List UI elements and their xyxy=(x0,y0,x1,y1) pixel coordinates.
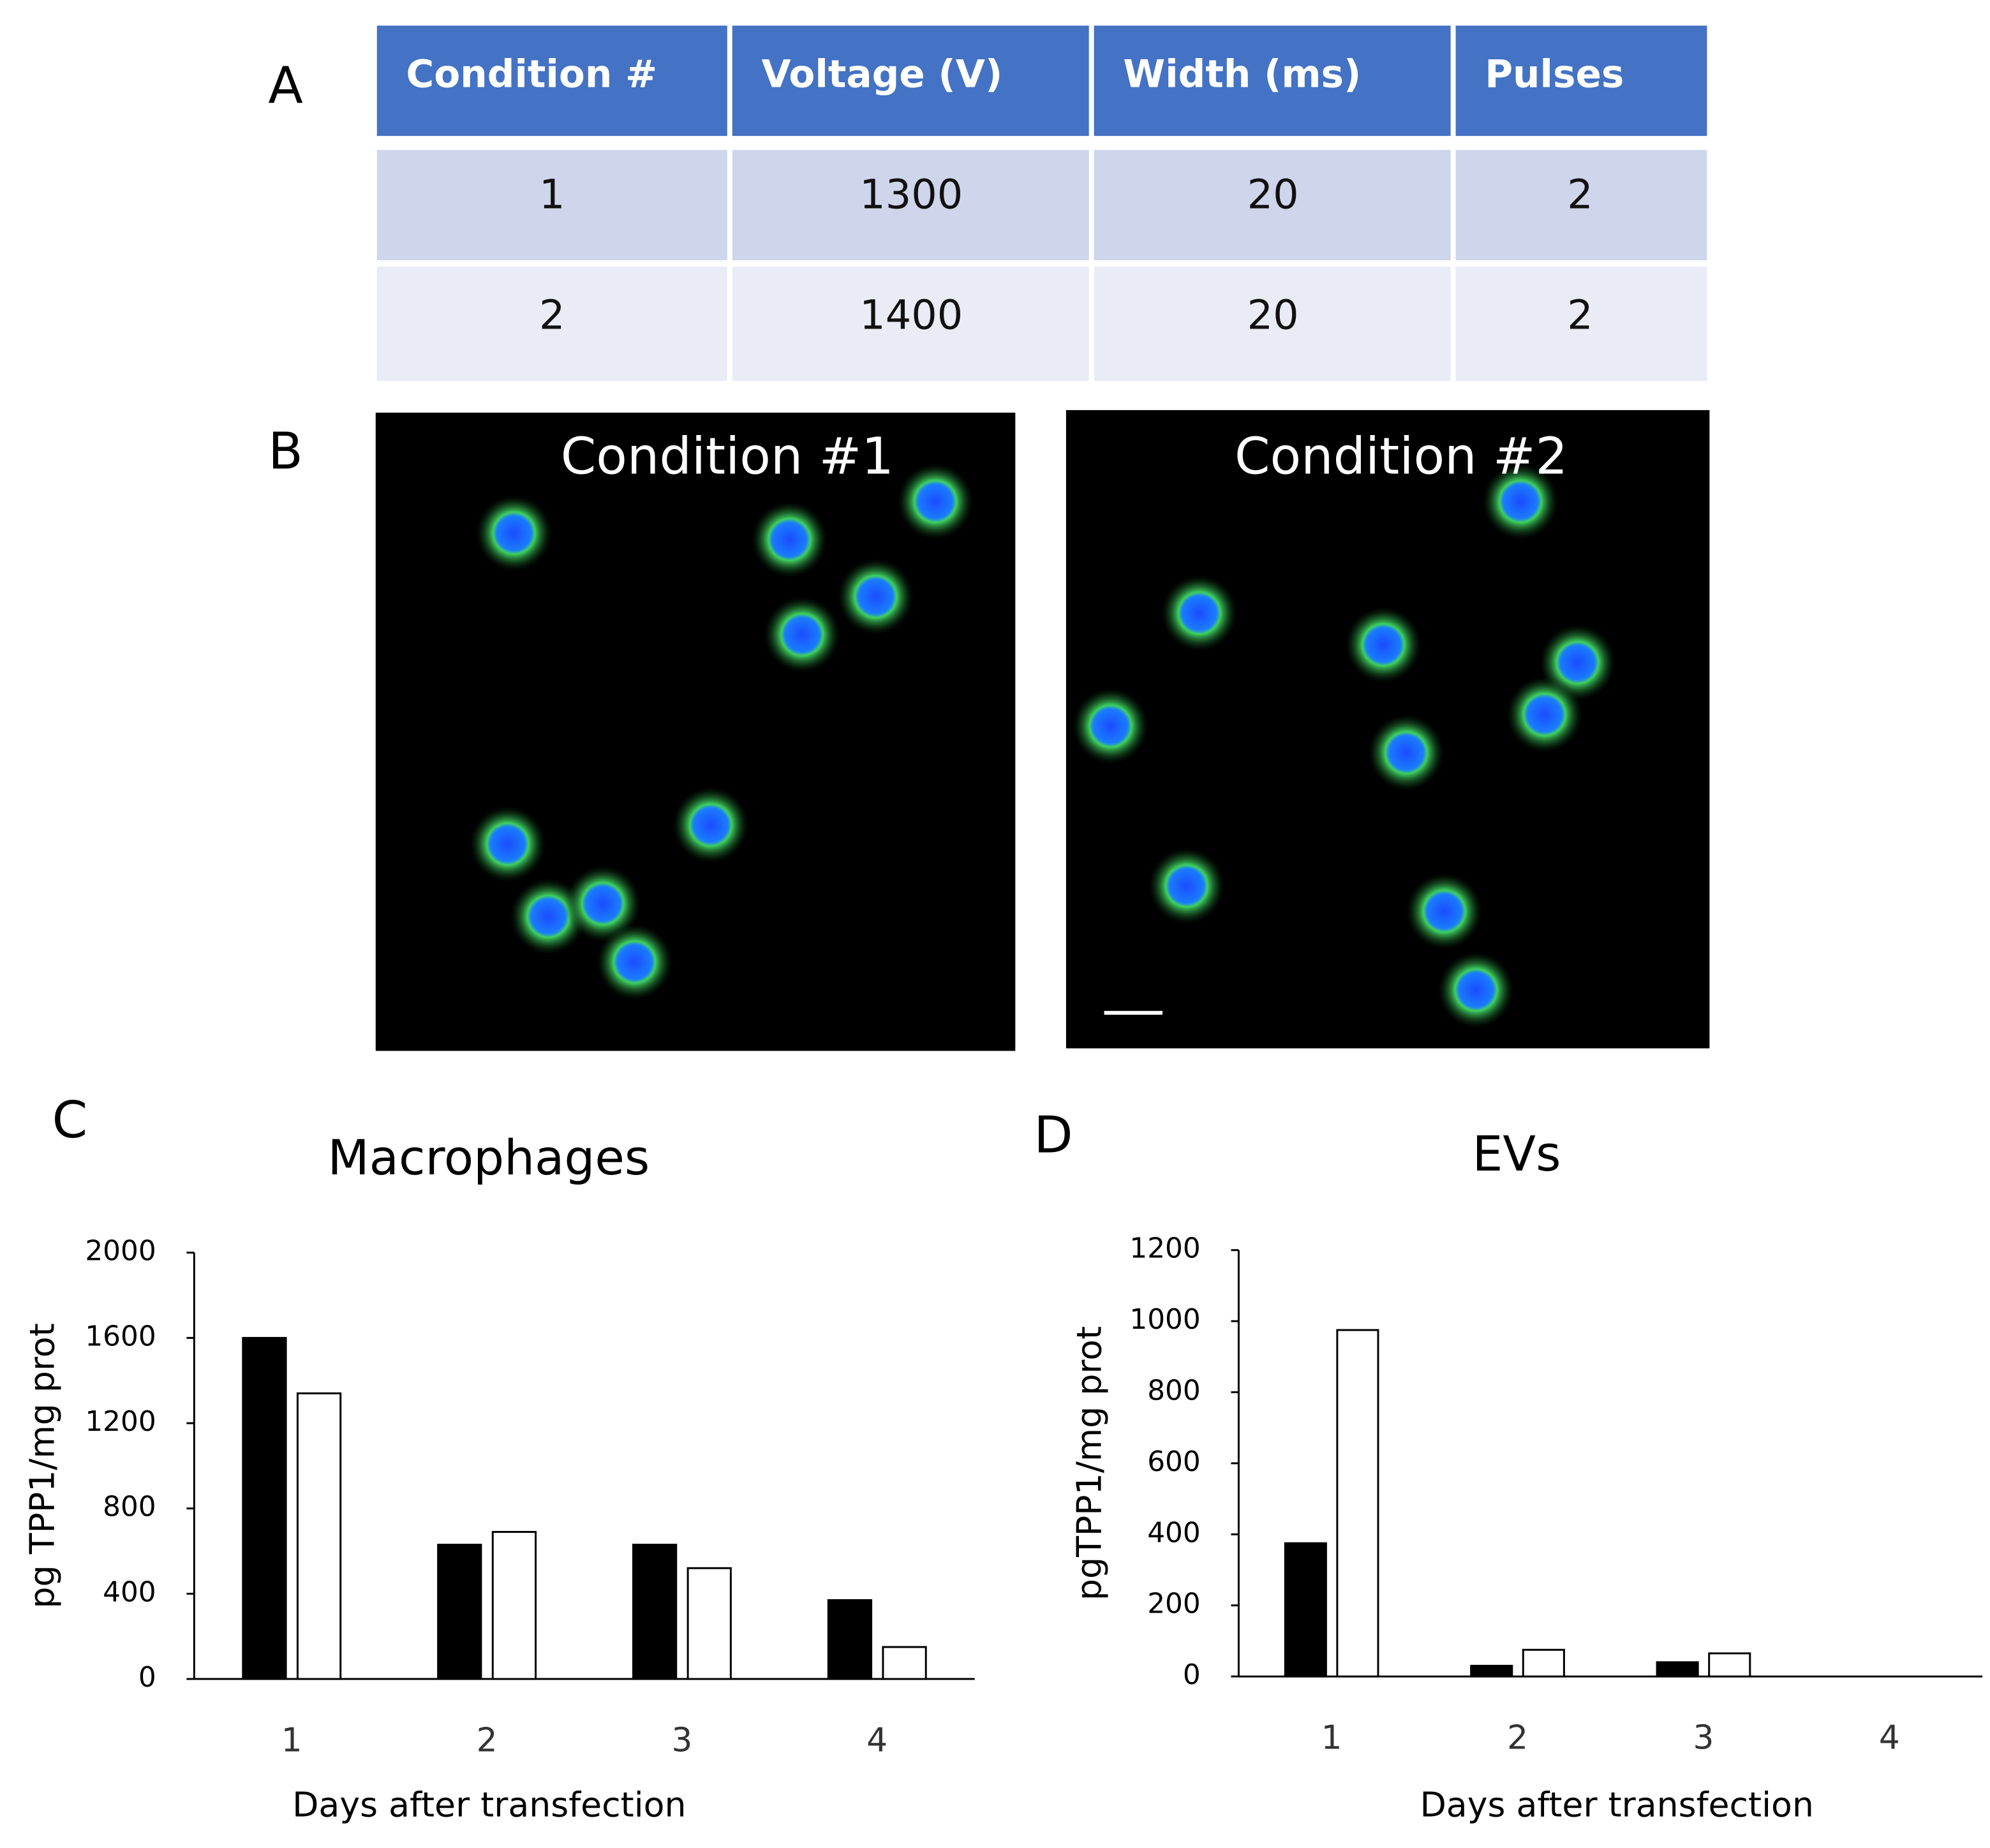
cell-image xyxy=(1345,607,1422,683)
bar xyxy=(296,1392,342,1680)
bar xyxy=(491,1530,537,1680)
cell-image xyxy=(1148,848,1225,924)
cell-image xyxy=(475,495,553,572)
table-cell: 1400 xyxy=(859,292,963,339)
cell-image xyxy=(1406,873,1483,950)
bar xyxy=(1522,1648,1565,1678)
table-cell: 20 xyxy=(1247,292,1299,339)
table-row xyxy=(376,150,1707,261)
y-axis-label: pg TPP1/mg prot xyxy=(22,1323,62,1608)
header-cell: Condition # xyxy=(406,52,658,96)
table-lines xyxy=(376,26,1707,381)
y-tick-label: 1200 xyxy=(85,1405,156,1438)
header-cell: Voltage (V) xyxy=(761,52,1002,96)
table-header xyxy=(376,26,1707,137)
y-tick-label: 1600 xyxy=(85,1320,156,1352)
cell-image xyxy=(1161,575,1238,651)
cell-image xyxy=(672,787,749,864)
cell-image xyxy=(1482,463,1559,540)
bar xyxy=(687,1567,732,1680)
cell-image xyxy=(469,806,546,882)
bar xyxy=(1470,1664,1513,1678)
cell-image xyxy=(837,558,914,635)
table-cell: 20 xyxy=(1247,171,1299,218)
y-tick-label: 200 xyxy=(1147,1588,1201,1620)
cell-image xyxy=(751,501,828,578)
table-cell: 2 xyxy=(1567,292,1593,339)
cell-image xyxy=(1437,952,1515,1028)
header-cell: Width (ms) xyxy=(1123,52,1361,96)
y-tick-label: 800 xyxy=(103,1491,156,1523)
x-axis-label: Days after transfection xyxy=(292,1785,686,1825)
cell-image xyxy=(764,596,840,673)
x-tick-label: 4 xyxy=(866,1722,887,1760)
panel-label: B xyxy=(268,421,303,480)
chart-title: Macrophages xyxy=(327,1130,650,1186)
cell-image xyxy=(1072,688,1149,764)
header-cell: Pulses xyxy=(1485,52,1624,96)
bar xyxy=(632,1544,678,1680)
bar xyxy=(827,1599,873,1680)
y-tick-label: 800 xyxy=(1147,1374,1201,1407)
x-tick-label: 2 xyxy=(477,1722,498,1760)
x-tick-label: 2 xyxy=(1507,1719,1528,1757)
table-cell: 2 xyxy=(539,292,565,339)
y-tick-label: 0 xyxy=(138,1661,156,1694)
panel-label: C xyxy=(52,1090,88,1149)
x-tick-label: 3 xyxy=(1693,1719,1714,1757)
cell-image xyxy=(897,463,974,540)
bar xyxy=(1336,1329,1379,1678)
y-tick-label: 400 xyxy=(103,1576,156,1608)
bar xyxy=(242,1336,287,1680)
cells xyxy=(469,463,1616,1028)
table-cell: 1300 xyxy=(859,171,963,218)
x-tick-label: 1 xyxy=(281,1722,302,1760)
x-tick-label: 4 xyxy=(1879,1719,1900,1757)
bar xyxy=(1284,1542,1327,1678)
panel-label: D xyxy=(1034,1105,1073,1165)
y-tick-label: 1000 xyxy=(1129,1303,1200,1336)
bar xyxy=(1656,1661,1699,1678)
bar xyxy=(1708,1652,1751,1678)
panel-label: A xyxy=(268,56,302,115)
table-row xyxy=(376,267,1707,381)
chart-title: EVs xyxy=(1473,1126,1561,1182)
bar xyxy=(437,1544,482,1680)
cell-image xyxy=(596,924,673,1000)
y-tick-label: 600 xyxy=(1147,1445,1201,1478)
image-caption: Condition #2 xyxy=(1235,426,1568,485)
table: Condition # Voltage (V) Width (ms) Pulses 1 1… xyxy=(376,26,1707,381)
image-caption: Condition #1 xyxy=(561,426,894,485)
bar xyxy=(882,1646,927,1680)
table-cell: 2 xyxy=(1567,171,1593,218)
y-tick-label: 1200 xyxy=(1129,1232,1200,1265)
y-tick-label: 0 xyxy=(1183,1659,1201,1691)
table-cell: 1 xyxy=(539,171,565,218)
x-tick-label: 3 xyxy=(671,1722,692,1760)
y-tick-label: 400 xyxy=(1147,1516,1201,1549)
cell-image xyxy=(1506,676,1583,753)
y-axis-label: pgTPP1/mg prot xyxy=(1069,1326,1109,1600)
x-tick-label: 1 xyxy=(1321,1719,1342,1757)
cell-image xyxy=(1368,714,1444,791)
y-tick-label: 2000 xyxy=(85,1235,156,1268)
cell-image xyxy=(565,865,641,942)
x-axis-label: Days after transfection xyxy=(1420,1785,1813,1825)
